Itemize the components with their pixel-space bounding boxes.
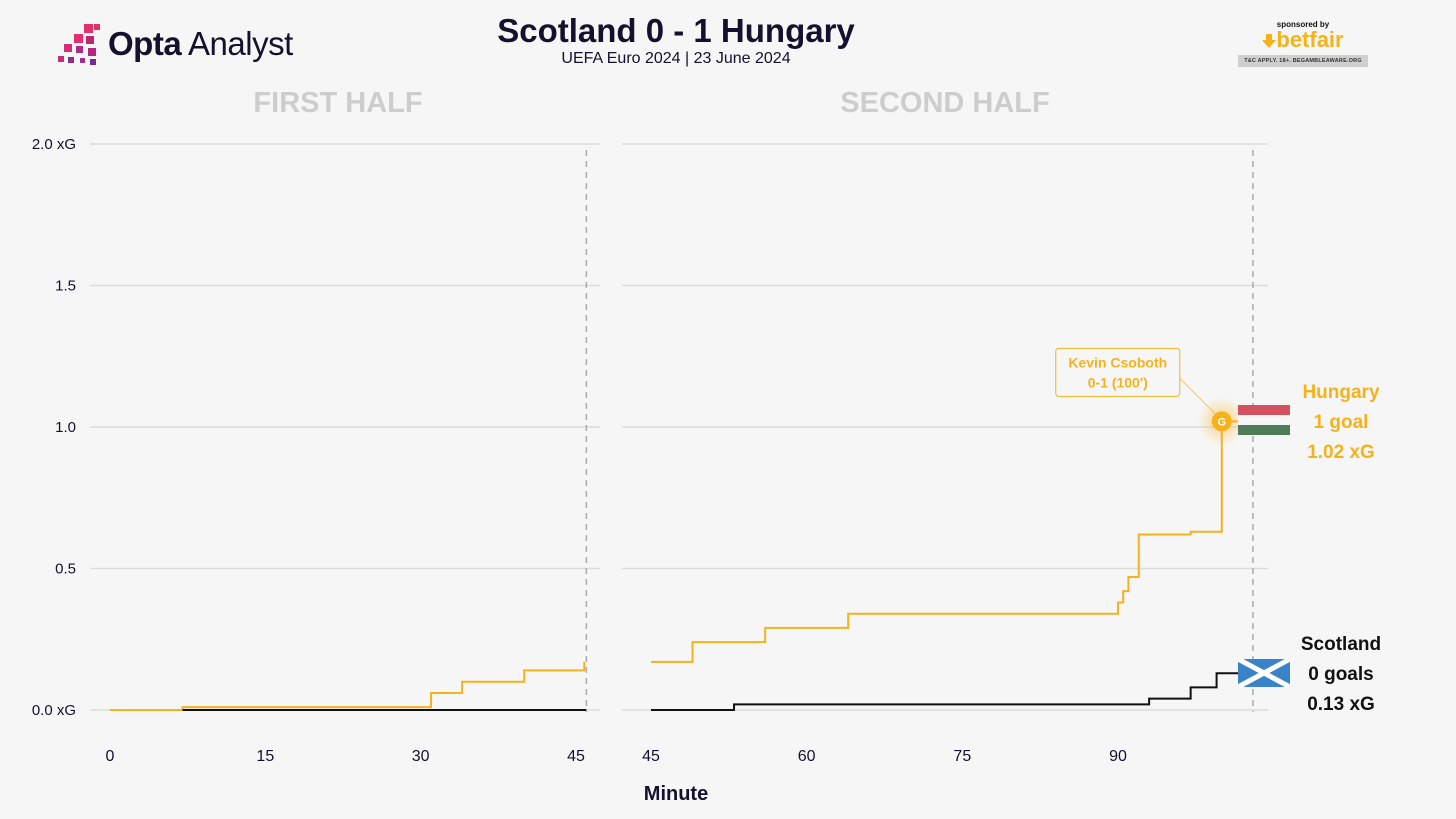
x-tick-label: 45	[642, 748, 660, 765]
half-end-lines	[585, 150, 1254, 712]
opta-analyst-logo: Opta Analyst	[56, 20, 293, 68]
x-tick-label: 75	[953, 748, 971, 765]
y-tick-label: 2.0 xG	[32, 136, 76, 153]
sponsor-name: betfair	[1276, 27, 1344, 52]
page-title: Scotland 0 - 1 Hungary	[497, 12, 855, 49]
sponsor-label: sponsored by	[1276, 20, 1330, 29]
opta-logo-mark-icon	[58, 24, 100, 65]
x-tick-label: 60	[798, 748, 816, 765]
y-tick-label: 0.0 xG	[32, 702, 76, 719]
scotland-flag-icon	[1238, 659, 1290, 687]
grid-lines	[90, 143, 1268, 711]
scotland-goals: 0 goals	[1308, 664, 1373, 685]
annotation-score: 0-1 (100')	[1088, 374, 1148, 390]
hungary-xg: 1.02 xG	[1307, 442, 1375, 463]
goal-annotation: Kevin Csoboth 0-1 (100') G	[1055, 347, 1246, 446]
opta-analyst-wordmark: Opta Analyst	[108, 25, 293, 63]
scotland-xg: 0.13 xG	[1307, 694, 1375, 715]
scotland-second-half-line	[651, 672, 1243, 711]
sponsor-block: sponsored by betfair T&C APPLY. 18+. BEG…	[1238, 20, 1368, 67]
x-tick-label: 0	[106, 748, 115, 765]
brand-part-analyst: Analyst	[181, 25, 293, 62]
y-tick-label: 0.5	[55, 561, 76, 578]
goal-marker-label: G	[1217, 416, 1226, 428]
hungary-team-name: Hungary	[1302, 382, 1380, 403]
hungary-second-half-line	[651, 420, 1243, 663]
annotation-player: Kevin Csoboth	[1068, 354, 1167, 370]
y-tick-label: 1.0	[55, 419, 76, 436]
hungary-first-half-line	[110, 661, 586, 711]
hungary-goals: 1 goal	[1314, 412, 1369, 433]
x-axis-label: Minute	[644, 783, 708, 805]
hungary-flag-icon	[1238, 405, 1290, 435]
page-subtitle: UEFA Euro 2024 | 23 June 2024	[561, 50, 791, 67]
goal-marker	[1211, 411, 1232, 432]
scotland-team-name: Scotland	[1301, 634, 1381, 655]
annotation-box	[1055, 347, 1181, 397]
betfair-arrow-icon	[1262, 34, 1277, 48]
y-tick-label: 1.5	[55, 278, 76, 295]
betfair-logo: betfair	[1238, 29, 1368, 51]
x-tick-label: 30	[412, 748, 430, 765]
brand-part-opta: Opta	[108, 25, 182, 62]
x-tick-label: 15	[256, 748, 274, 765]
sponsor-terms: T&C APPLY. 18+. BEGAMBLEAWARE.ORG	[1238, 55, 1368, 67]
y-axis: 0.0 xG 0.5 1.0 1.5 2.0 xG	[32, 136, 76, 719]
first-half-title: FIRST HALF	[253, 87, 422, 119]
x-axis: 0 15 30 45 45 60 75 90	[106, 748, 1127, 765]
series-lines	[110, 420, 1243, 711]
x-tick-label: 45	[567, 748, 585, 765]
second-half-title: SECOND HALF	[840, 87, 1049, 119]
x-tick-label: 90	[1109, 748, 1127, 765]
